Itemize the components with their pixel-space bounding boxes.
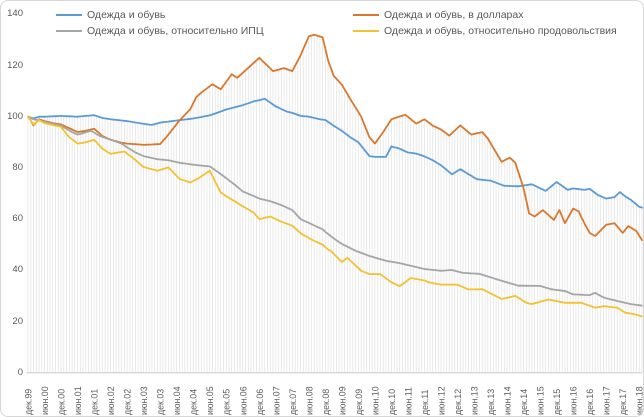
x-axis-tick-label: июн.03	[139, 386, 149, 415]
x-axis-tick-label: дек.00	[57, 389, 67, 415]
y-axis-tick-label: 100	[7, 110, 23, 122]
legend-line-gray	[56, 29, 82, 33]
x-axis-tick-label: июн.16	[569, 386, 579, 415]
x-axis-tick-label: дек.04	[189, 389, 199, 415]
monthly-droplines	[27, 34, 643, 373]
x-axis-tick-label: июн.00	[40, 386, 50, 415]
series-line-0	[27, 97, 643, 209]
x-axis-tick-label: июн.05	[205, 386, 215, 415]
legend-label: Одежда и обувь, относительно продовольст…	[384, 25, 617, 37]
x-axis-tick-label: июн.11	[403, 387, 413, 415]
x-axis-tick-label: июн.06	[238, 386, 248, 415]
legend-item-relative-cpi: Одежда и обувь, относительно ИПЦ	[56, 25, 264, 37]
x-axis-tick-label: дек.17	[618, 389, 628, 415]
x-axis-tick-label: дек.99	[24, 389, 34, 415]
x-axis-tick-label: дек.02	[123, 389, 133, 415]
x-axis-tick-label: дек.03	[156, 389, 166, 415]
x-axis-tick-label: июн.17	[602, 386, 612, 415]
x-axis-tick-label: июн.14	[503, 386, 513, 415]
y-axis-tick-label: 140	[7, 8, 23, 20]
y-axis-tick-label: 60	[12, 213, 23, 225]
y-axis-tick-label: 80	[12, 161, 23, 173]
legend-item-clothing: Одежда и обувь	[56, 9, 165, 21]
x-axis-tick-label: дек.06	[255, 389, 265, 415]
y-axis-tick-label: 40	[12, 264, 23, 276]
x-axis-tick-label: июн.01	[73, 386, 83, 415]
x-axis-tick-label: дек.10	[387, 389, 397, 415]
x-axis-tick-label: дек.13	[486, 389, 496, 415]
x-axis-tick-label: июн.07	[271, 386, 281, 415]
x-axis-tick-label: дек.08	[321, 389, 331, 415]
x-axis-tick-label: июн.04	[172, 386, 182, 415]
x-axis-tick-label: июн.09	[337, 386, 347, 415]
x-axis-tick-label: дек.07	[288, 389, 298, 415]
x-axis-tick-label: дек.01	[90, 389, 100, 415]
legend-label: Одежда и обувь	[87, 9, 166, 21]
x-axis-tick-label: дек.14	[519, 389, 529, 415]
x-axis-tick-label: июн.15	[536, 386, 546, 415]
x-axis-tick-label: июн.12	[437, 386, 447, 415]
series-line-3	[27, 115, 643, 318]
x-axis-tick-label: дек.15	[552, 389, 562, 415]
x-axis-tick-label: дек.12	[453, 389, 463, 415]
legend-line-blue	[56, 13, 82, 17]
series-line-2	[27, 115, 643, 307]
x-axis-tick-label: июн.08	[304, 386, 314, 415]
x-axis-tick-label: июн.13	[470, 386, 480, 415]
legend-line-orange	[353, 13, 379, 17]
y-axis-tick-label: 120	[7, 59, 23, 71]
legend-label: Одежда и обувь, относительно ИПЦ	[87, 25, 264, 37]
legend-item-relative-food: Одежда и обувь, относительно продовольст…	[353, 25, 617, 37]
y-axis-tick-label: 20	[12, 315, 23, 327]
x-axis-tick-label: дек.05	[222, 389, 232, 415]
series-line-1	[27, 33, 643, 241]
y-axis-tick-label: 0	[17, 366, 23, 378]
legend-label: Одежда и обувь, в долларах	[384, 9, 524, 21]
legend-item-in-dollars: Одежда и обувь, в долларах	[353, 9, 523, 21]
x-axis-tick-label: июн.02	[106, 386, 116, 415]
legend-line-yellow	[353, 29, 379, 33]
x-axis-tick-label: дек.11	[420, 389, 430, 415]
x-axis-tick-label: дек.09	[354, 389, 364, 415]
x-axis-tick-label: дек.16	[585, 389, 595, 415]
x-axis-tick-label: июн.10	[370, 386, 380, 415]
x-axis-tick-label: июн.18	[635, 386, 644, 415]
